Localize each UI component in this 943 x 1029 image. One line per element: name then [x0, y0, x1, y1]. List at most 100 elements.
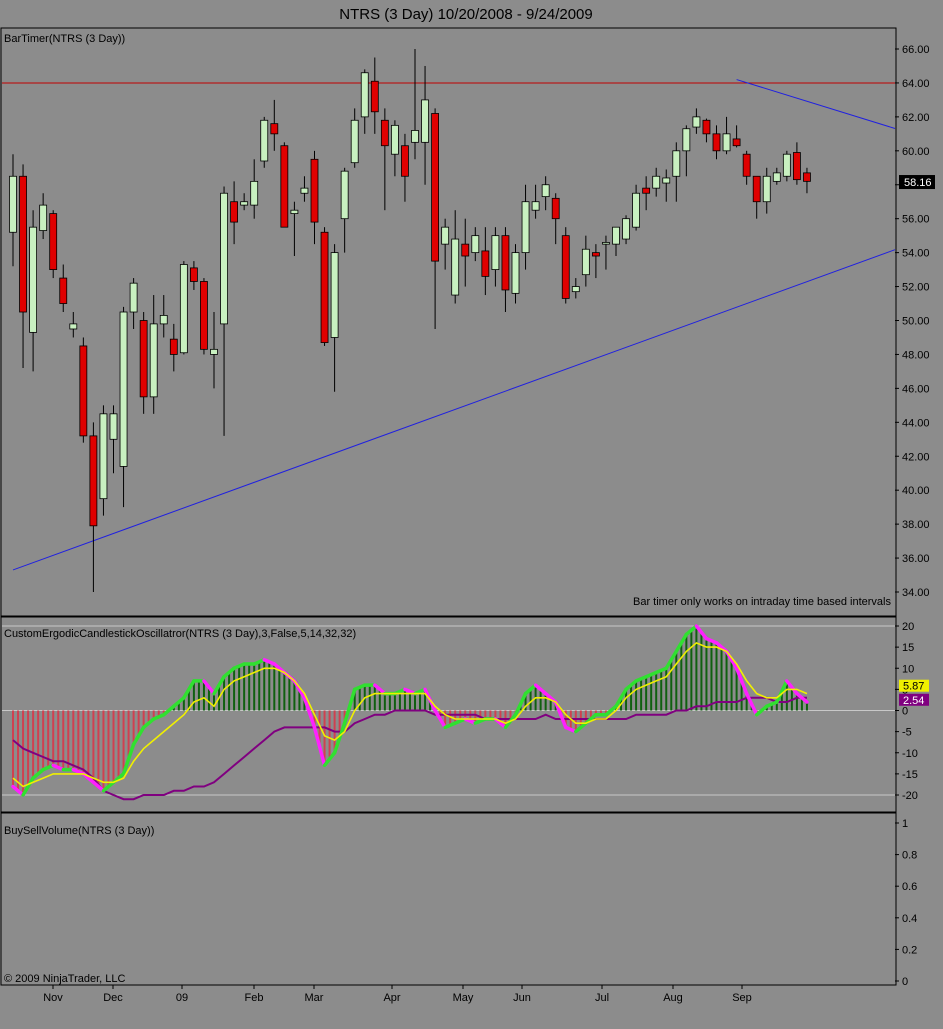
candle-body: [370, 80, 379, 113]
osc-main-segment: [614, 687, 628, 709]
candle: [602, 235, 610, 270]
osc-main-segment: [162, 704, 176, 717]
osc-main-segment: [744, 691, 759, 717]
candle: [762, 167, 771, 214]
osc-main-segment: [604, 704, 618, 717]
candle-body: [149, 323, 158, 398]
price-tick-label: 40.00: [902, 485, 930, 497]
trendline: [12, 249, 896, 571]
candle: [652, 167, 661, 197]
osc-main-segment: [222, 666, 236, 679]
osc-main-segment: [141, 717, 156, 730]
candle: [220, 186, 228, 436]
price-tick-label: 36.00: [902, 553, 930, 565]
candle-body: [421, 99, 429, 143]
candle-body: [401, 145, 409, 177]
price-tick-label: 34.00: [902, 587, 930, 599]
candle: [642, 176, 651, 211]
osc-main-segment: [795, 691, 809, 704]
candle: [330, 244, 339, 392]
last-price-label: 58.16: [904, 177, 932, 189]
osc-main-segment: [654, 666, 668, 675]
candle: [119, 306, 128, 508]
osc-main-segment: [131, 725, 146, 747]
osc-main-segment: [151, 712, 166, 721]
candle-body: [561, 235, 570, 299]
oscillator-panel-frame: [0, 616, 897, 813]
osc-main-segment: [332, 721, 347, 755]
candle-body: [592, 252, 600, 257]
candle: [692, 108, 701, 134]
candle-body: [632, 192, 640, 228]
candle-body: [411, 130, 419, 143]
candle-body: [742, 153, 751, 177]
candle-body: [692, 116, 701, 128]
osc-main-segment: [352, 683, 367, 692]
osc-value-box: [899, 693, 929, 706]
candle-body: [39, 204, 48, 231]
candle-body: [59, 277, 68, 304]
x-tick-label: Dec: [103, 992, 123, 1004]
osc-main-segment: [342, 687, 357, 725]
candle-body: [501, 235, 510, 291]
candle: [29, 210, 38, 372]
candle-body: [541, 184, 550, 198]
volume-tick-label: 0.2: [902, 944, 917, 956]
candle-body: [531, 201, 540, 211]
candle: [662, 169, 671, 202]
candle-body: [250, 180, 259, 206]
candle: [240, 193, 249, 211]
price-panel-label: BarTimer(NTRS (3 Day)): [4, 33, 125, 45]
candle: [451, 210, 460, 304]
candle: [682, 125, 691, 177]
candle-body: [300, 187, 309, 194]
candle: [491, 227, 500, 287]
candle: [390, 120, 399, 177]
candle-body: [360, 72, 369, 118]
candle: [370, 57, 379, 134]
candle: [200, 278, 208, 355]
candle: [129, 278, 138, 329]
candle: [793, 142, 801, 185]
osc-main-segment: [312, 725, 327, 768]
osc-tick-label: 20: [902, 621, 914, 633]
price-tick-label: 48.00: [902, 349, 930, 361]
osc-main-segment: [674, 632, 689, 654]
candle-body: [310, 158, 319, 223]
candle: [139, 312, 148, 414]
candle-body: [441, 226, 450, 245]
candle-body: [350, 119, 359, 164]
candle-body: [89, 435, 98, 527]
candle: [230, 181, 239, 245]
price-tick-label: 50.00: [902, 316, 930, 328]
candle: [99, 405, 108, 516]
candle: [571, 278, 580, 299]
candle-body: [682, 128, 691, 152]
oscillator-layer: [2, 624, 895, 801]
candle: [471, 227, 480, 262]
candle: [159, 295, 168, 338]
candle-body: [270, 123, 279, 135]
candle: [360, 69, 369, 134]
osc-main-segment: [252, 658, 266, 666]
osc-main-segment: [533, 683, 548, 696]
osc-main-segment: [634, 674, 648, 683]
osc-main-segment: [775, 679, 789, 704]
candle: [300, 176, 309, 202]
osc-tick-label: 10: [902, 663, 914, 675]
candle: [19, 164, 27, 369]
price-tick-label: 54.00: [902, 248, 930, 260]
candle-body: [210, 348, 218, 355]
volume-tick-label: 0.8: [902, 850, 917, 862]
osc-main-segment: [11, 784, 25, 797]
copyright-text: © 2009 NinjaTrader, LLC: [4, 973, 125, 985]
oscillator-panel-label: CustomErgodicCandlestickOscillatror(NTRS…: [4, 628, 356, 640]
candle: [310, 150, 319, 245]
osc-main-segment: [41, 763, 55, 772]
candle-body: [762, 175, 771, 203]
candle: [702, 118, 711, 143]
price-tick-label: 60.00: [902, 146, 930, 158]
candle: [169, 323, 178, 372]
candle: [501, 227, 510, 313]
candle-body: [99, 413, 108, 500]
